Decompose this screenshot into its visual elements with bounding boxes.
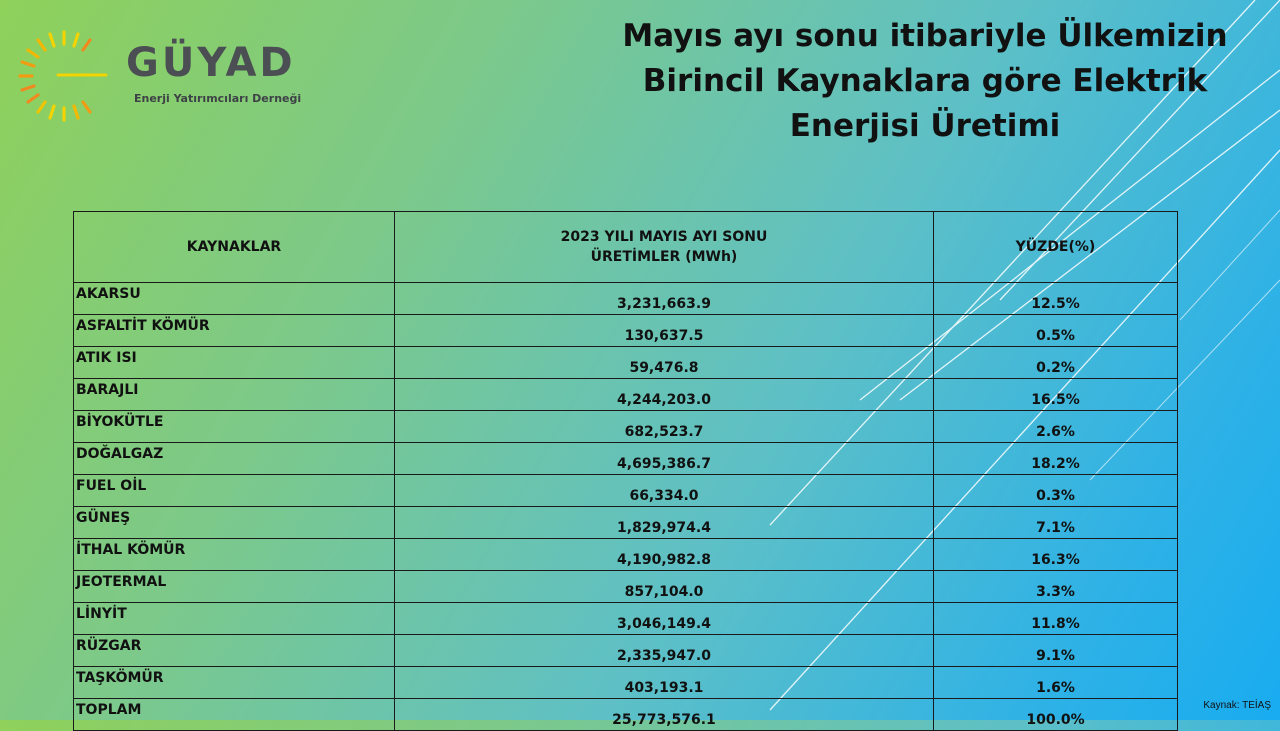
guyad-logo: GÜYAD Enerji Yatırımcıları Derneği <box>14 26 314 126</box>
cell-production: 25,773,576.1 <box>394 698 934 731</box>
cell-production: 59,476.8 <box>394 346 934 379</box>
title-line-3: Enerjisi Üretimi <box>789 108 1061 144</box>
cell-source: AKARSU <box>73 282 395 315</box>
cell-percent: 9.1% <box>933 634 1178 667</box>
cell-production: 1,829,974.4 <box>394 506 934 539</box>
cell-percent: 2.6% <box>933 410 1178 443</box>
cell-production: 4,244,203.0 <box>394 378 934 411</box>
cell-percent: 12.5% <box>933 282 1178 315</box>
cell-percent: 16.3% <box>933 538 1178 571</box>
table-row: DOĞALGAZ 4,695,386.7 18.2% <box>73 442 1178 475</box>
logo-tagline: Enerji Yatırımcıları Derneği <box>134 92 302 105</box>
table-row: TOPLAM 25,773,576.1 100.0% <box>73 698 1178 731</box>
cell-source: GÜNEŞ <box>73 506 395 539</box>
cell-percent: 16.5% <box>933 378 1178 411</box>
table-row: BARAJLI 4,244,203.0 16.5% <box>73 378 1178 411</box>
table-row: AKARSU 3,231,663.9 12.5% <box>73 282 1178 315</box>
table-row: GÜNEŞ 1,829,974.4 7.1% <box>73 506 1178 539</box>
cell-source: DOĞALGAZ <box>73 442 395 475</box>
cell-source: İTHAL KÖMÜR <box>73 538 395 571</box>
cell-percent: 1.6% <box>933 666 1178 699</box>
table-body: AKARSU 3,231,663.9 12.5% ASFALTİT KÖMÜR 130,… <box>73 282 1178 731</box>
cell-percent: 0.5% <box>933 314 1178 347</box>
cell-source: TOPLAM <box>73 698 395 731</box>
title-line-2: Birincil Kaynaklara göre Elektrik <box>642 63 1208 99</box>
sun-rays-icon <box>18 30 108 122</box>
table-row: FUEL OİL 66,334.0 0.3% <box>73 474 1178 507</box>
title-line-1: Mayıs ayı sonu itibariyle Ülkemizin <box>622 18 1228 54</box>
logo-name: GÜYAD <box>126 40 296 86</box>
cell-percent: 3.3% <box>933 570 1178 603</box>
cell-production: 130,637.5 <box>394 314 934 347</box>
cell-percent: 11.8% <box>933 602 1178 635</box>
table-row: TAŞKÖMÜR 403,193.1 1.6% <box>73 666 1178 699</box>
header-production-line-1: 2023 YILI MAYIS AYI SONU <box>560 229 768 245</box>
cell-source: ASFALTİT KÖMÜR <box>73 314 395 347</box>
table-row: JEOTERMAL 857,104.0 3.3% <box>73 570 1178 603</box>
cell-source: FUEL OİL <box>73 474 395 507</box>
table-header-row: KAYNAKLAR 2023 YILI MAYIS AYI SONU ÜRETİ… <box>73 211 1178 283</box>
cell-source: JEOTERMAL <box>73 570 395 603</box>
cell-production: 4,695,386.7 <box>394 442 934 475</box>
cell-percent: 100.0% <box>933 698 1178 731</box>
cell-source: RÜZGAR <box>73 634 395 667</box>
cell-source: TAŞKÖMÜR <box>73 666 395 699</box>
source-note: Kaynak: TEİAŞ <box>1203 700 1271 711</box>
cell-source: LİNYİT <box>73 602 395 635</box>
header-percent: YÜZDE(%) <box>933 211 1178 283</box>
table-row: ATIK ISI 59,476.8 0.2% <box>73 346 1178 379</box>
cell-production: 3,231,663.9 <box>394 282 934 315</box>
cell-percent: 0.2% <box>933 346 1178 379</box>
cell-percent: 7.1% <box>933 506 1178 539</box>
cell-source: BARAJLI <box>73 378 395 411</box>
energy-production-table: KAYNAKLAR 2023 YILI MAYIS AYI SONU ÜRETİ… <box>73 211 1178 731</box>
cell-source: ATIK ISI <box>73 346 395 379</box>
table-row: LİNYİT 3,046,149.4 11.8% <box>73 602 1178 635</box>
page-title: Mayıs ayı sonu itibariyle Ülkemizin Biri… <box>600 14 1250 149</box>
cell-production: 403,193.1 <box>394 666 934 699</box>
table-row: BİYOKÜTLE 682,523.7 2.6% <box>73 410 1178 443</box>
cell-production: 682,523.7 <box>394 410 934 443</box>
table-row: ASFALTİT KÖMÜR 130,637.5 0.5% <box>73 314 1178 347</box>
table-row: RÜZGAR 2,335,947.0 9.1% <box>73 634 1178 667</box>
table-row: İTHAL KÖMÜR 4,190,982.8 16.3% <box>73 538 1178 571</box>
cell-percent: 0.3% <box>933 474 1178 507</box>
cell-production: 2,335,947.0 <box>394 634 934 667</box>
cell-production: 66,334.0 <box>394 474 934 507</box>
header-production-line-2: ÜRETİMLER (MWh) <box>590 249 738 265</box>
cell-source: BİYOKÜTLE <box>73 410 395 443</box>
header-production: 2023 YILI MAYIS AYI SONU ÜRETİMLER (MWh) <box>394 211 934 283</box>
header-source: KAYNAKLAR <box>73 211 395 283</box>
cell-production: 4,190,982.8 <box>394 538 934 571</box>
cell-percent: 18.2% <box>933 442 1178 475</box>
cell-production: 857,104.0 <box>394 570 934 603</box>
cell-production: 3,046,149.4 <box>394 602 934 635</box>
